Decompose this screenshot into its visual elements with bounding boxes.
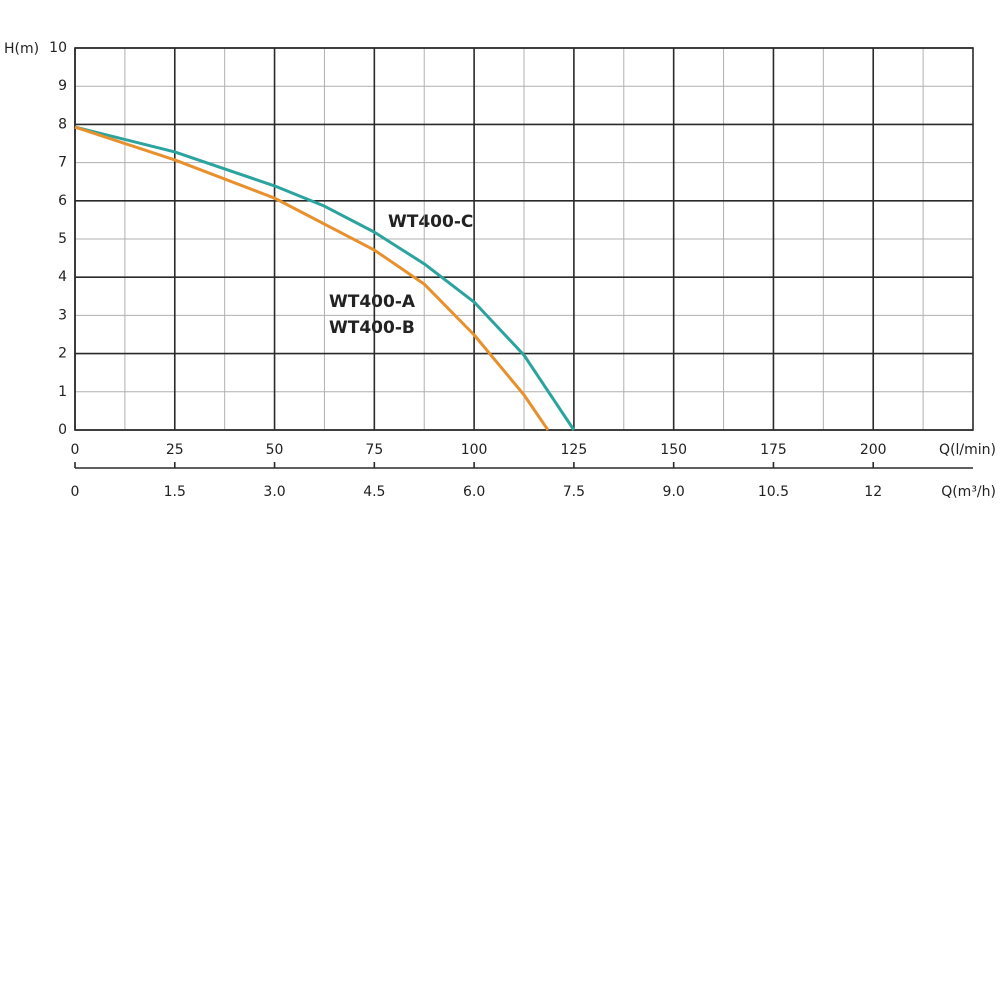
- x2-tick-label: 12: [864, 484, 882, 500]
- x2-tick-label: 6.0: [463, 484, 485, 500]
- x-tick-label: 0: [71, 442, 80, 458]
- y-tick-label: 2: [58, 346, 67, 362]
- x2-tick-label: 4.5: [363, 484, 385, 500]
- x-tick-label: 50: [266, 442, 284, 458]
- y-tick-label: 4: [58, 269, 67, 285]
- x2-axis-label: Q(m³/h): [941, 484, 996, 500]
- x-tick-label: 25: [166, 442, 184, 458]
- x2-tick-label: 3.0: [263, 484, 285, 500]
- y-axis-label: H(m): [4, 41, 39, 57]
- x-tick-label: 200: [860, 442, 887, 458]
- x-tick-label: 150: [660, 442, 687, 458]
- series-label: WT400-B: [329, 318, 415, 338]
- series-line: [74, 125, 576, 431]
- x-tick-label: 175: [760, 442, 787, 458]
- y-tick-label: 0: [58, 422, 67, 438]
- x-tick-label: 100: [461, 442, 488, 458]
- y-tick-label: 3: [58, 307, 67, 323]
- y-tick-label: 9: [58, 78, 67, 94]
- x2-tick-label: 0: [71, 484, 80, 500]
- x2-tick-label: 7.5: [563, 484, 585, 500]
- y-tick-label: 8: [58, 116, 67, 132]
- x-tick-label: 125: [561, 442, 588, 458]
- y-tick-label: 7: [58, 155, 67, 171]
- x2-tick-label: 10.5: [758, 484, 789, 500]
- y-tick-label: 6: [58, 193, 67, 209]
- plot-border: [74, 47, 974, 431]
- series-label: WT400-C: [388, 212, 473, 232]
- series-label: WT400-A: [329, 292, 416, 312]
- x-tick-label: 75: [365, 442, 383, 458]
- x2-tick-label: 1.5: [164, 484, 186, 500]
- x2-tick-label: 9.0: [663, 484, 685, 500]
- y-tick-label: 1: [58, 384, 67, 400]
- y-tick-label: 10: [49, 40, 67, 56]
- y-tick-label: 5: [58, 231, 67, 247]
- series-line: [74, 125, 550, 431]
- x-axis-label: Q(l/min): [939, 442, 996, 458]
